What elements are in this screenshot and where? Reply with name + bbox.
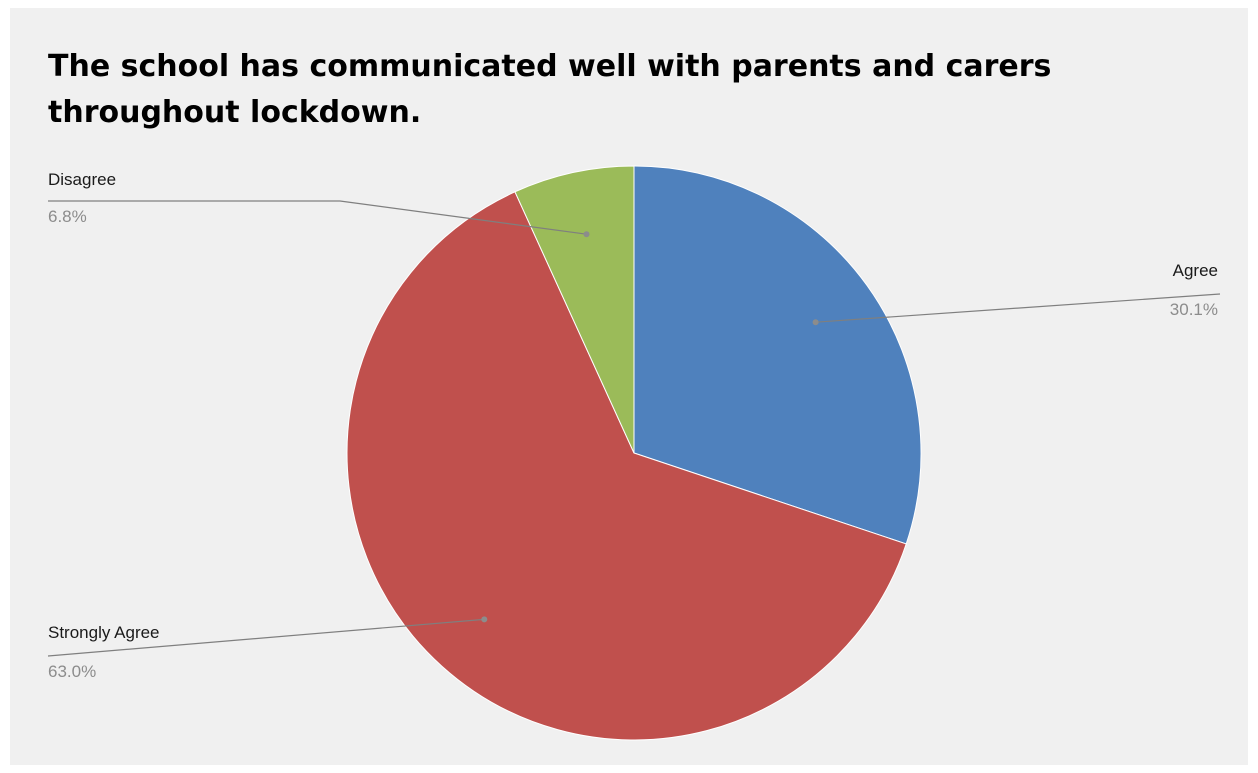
chart-title: The school has communicated well with pa…: [48, 49, 1052, 130]
pie-slice-disagree: [514, 165, 635, 454]
data-label-strongly-agree: Strongly Agree: [48, 623, 160, 642]
leader-line-agree: [815, 293, 1221, 323]
leader-line-disagree: [48, 200, 587, 235]
data-value-disagree: 6.8%: [48, 207, 87, 226]
leader-dot-strongly-agree: [481, 616, 488, 623]
leader-dot-disagree: [583, 231, 590, 238]
pie-slice-strongly-agree: [346, 191, 907, 741]
pie-slice-agree: [633, 165, 922, 545]
data-value-agree: 30.1%: [1170, 300, 1218, 319]
leader-dot-agree: [812, 319, 819, 326]
leader-line-strongly-agree: [47, 618, 485, 657]
data-value-strongly-agree: 63.0%: [48, 662, 96, 681]
data-label-agree: Agree: [1173, 261, 1218, 280]
data-label-disagree: Disagree: [48, 170, 116, 189]
